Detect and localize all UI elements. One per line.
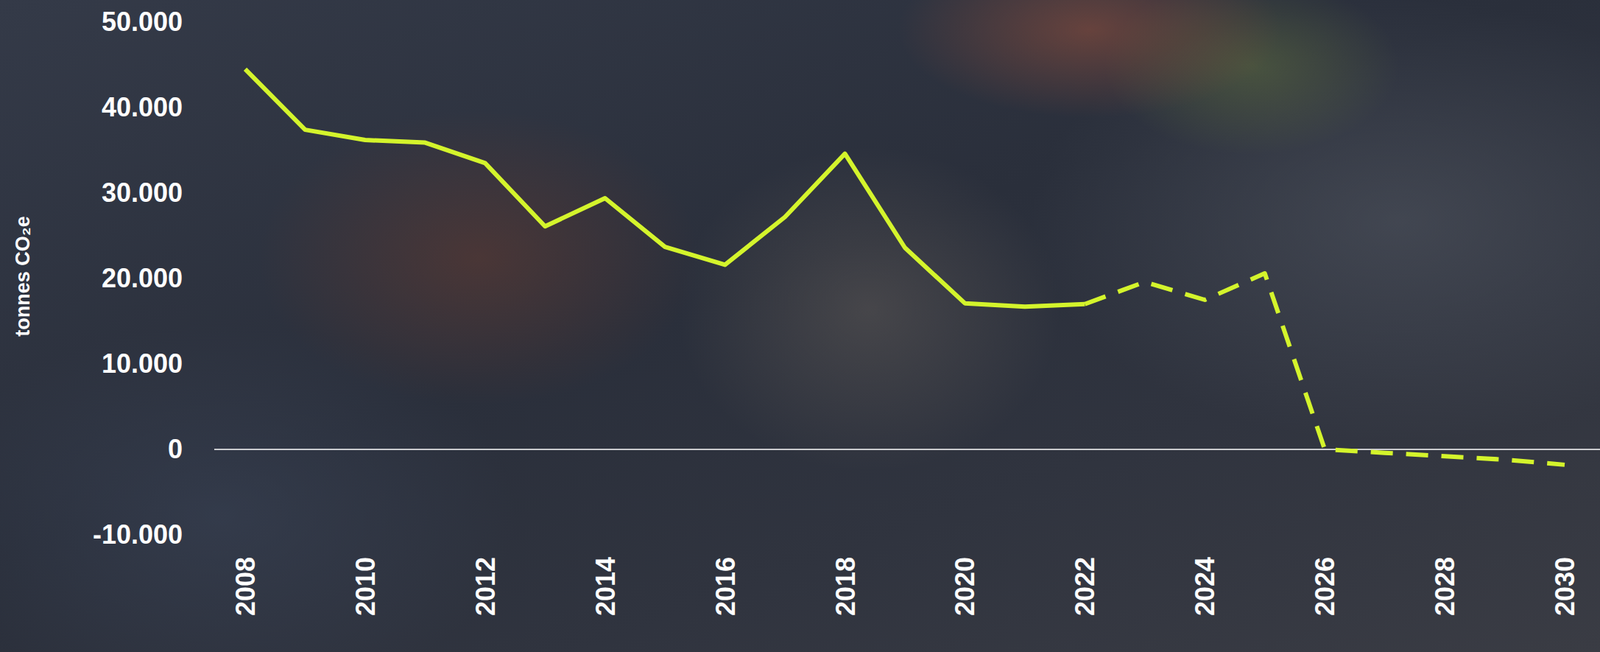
y-tick-label: 0	[167, 433, 183, 464]
x-tick-label: 2014	[590, 556, 621, 616]
y-tick-label: -10.000	[92, 519, 183, 550]
y-tick-label: 20.000	[101, 262, 183, 294]
chart: -10.000 0 10.000 20.000 30.000 40.000 50.000 20…	[0, 0, 1600, 652]
plot-area	[245, 69, 1565, 465]
y-tick-label: 50.000	[101, 6, 183, 37]
x-tick-label: 2028	[1429, 556, 1461, 616]
x-tick-label: 2030	[1549, 556, 1581, 616]
x-tick-label: 2024	[1189, 556, 1221, 616]
x-tick-label: 2020	[949, 556, 981, 616]
axes: -10.000 0 10.000 20.000 30.000 40.000 50.000 20…	[11, 6, 1600, 616]
x-tick-label: 2022	[1069, 556, 1101, 616]
y-tick-label: 10.000	[101, 348, 183, 379]
x-tick-label: 2010	[350, 556, 381, 616]
x-tick-label: 2018	[830, 556, 861, 616]
x-tick-label: 2012	[470, 556, 501, 616]
x-tick-label: 2026	[1309, 556, 1341, 616]
line-series	[1084, 273, 1565, 465]
zero-line	[214, 448, 1600, 450]
x-tick-label: 2016	[710, 556, 741, 616]
x-tick-label: 2008	[230, 556, 261, 616]
y-tick-label: 40.000	[101, 92, 183, 123]
line-series	[245, 69, 1085, 307]
y-tick-label: 30.000	[101, 177, 183, 208]
y-axis-title: tonnes CO₂e	[11, 215, 34, 337]
